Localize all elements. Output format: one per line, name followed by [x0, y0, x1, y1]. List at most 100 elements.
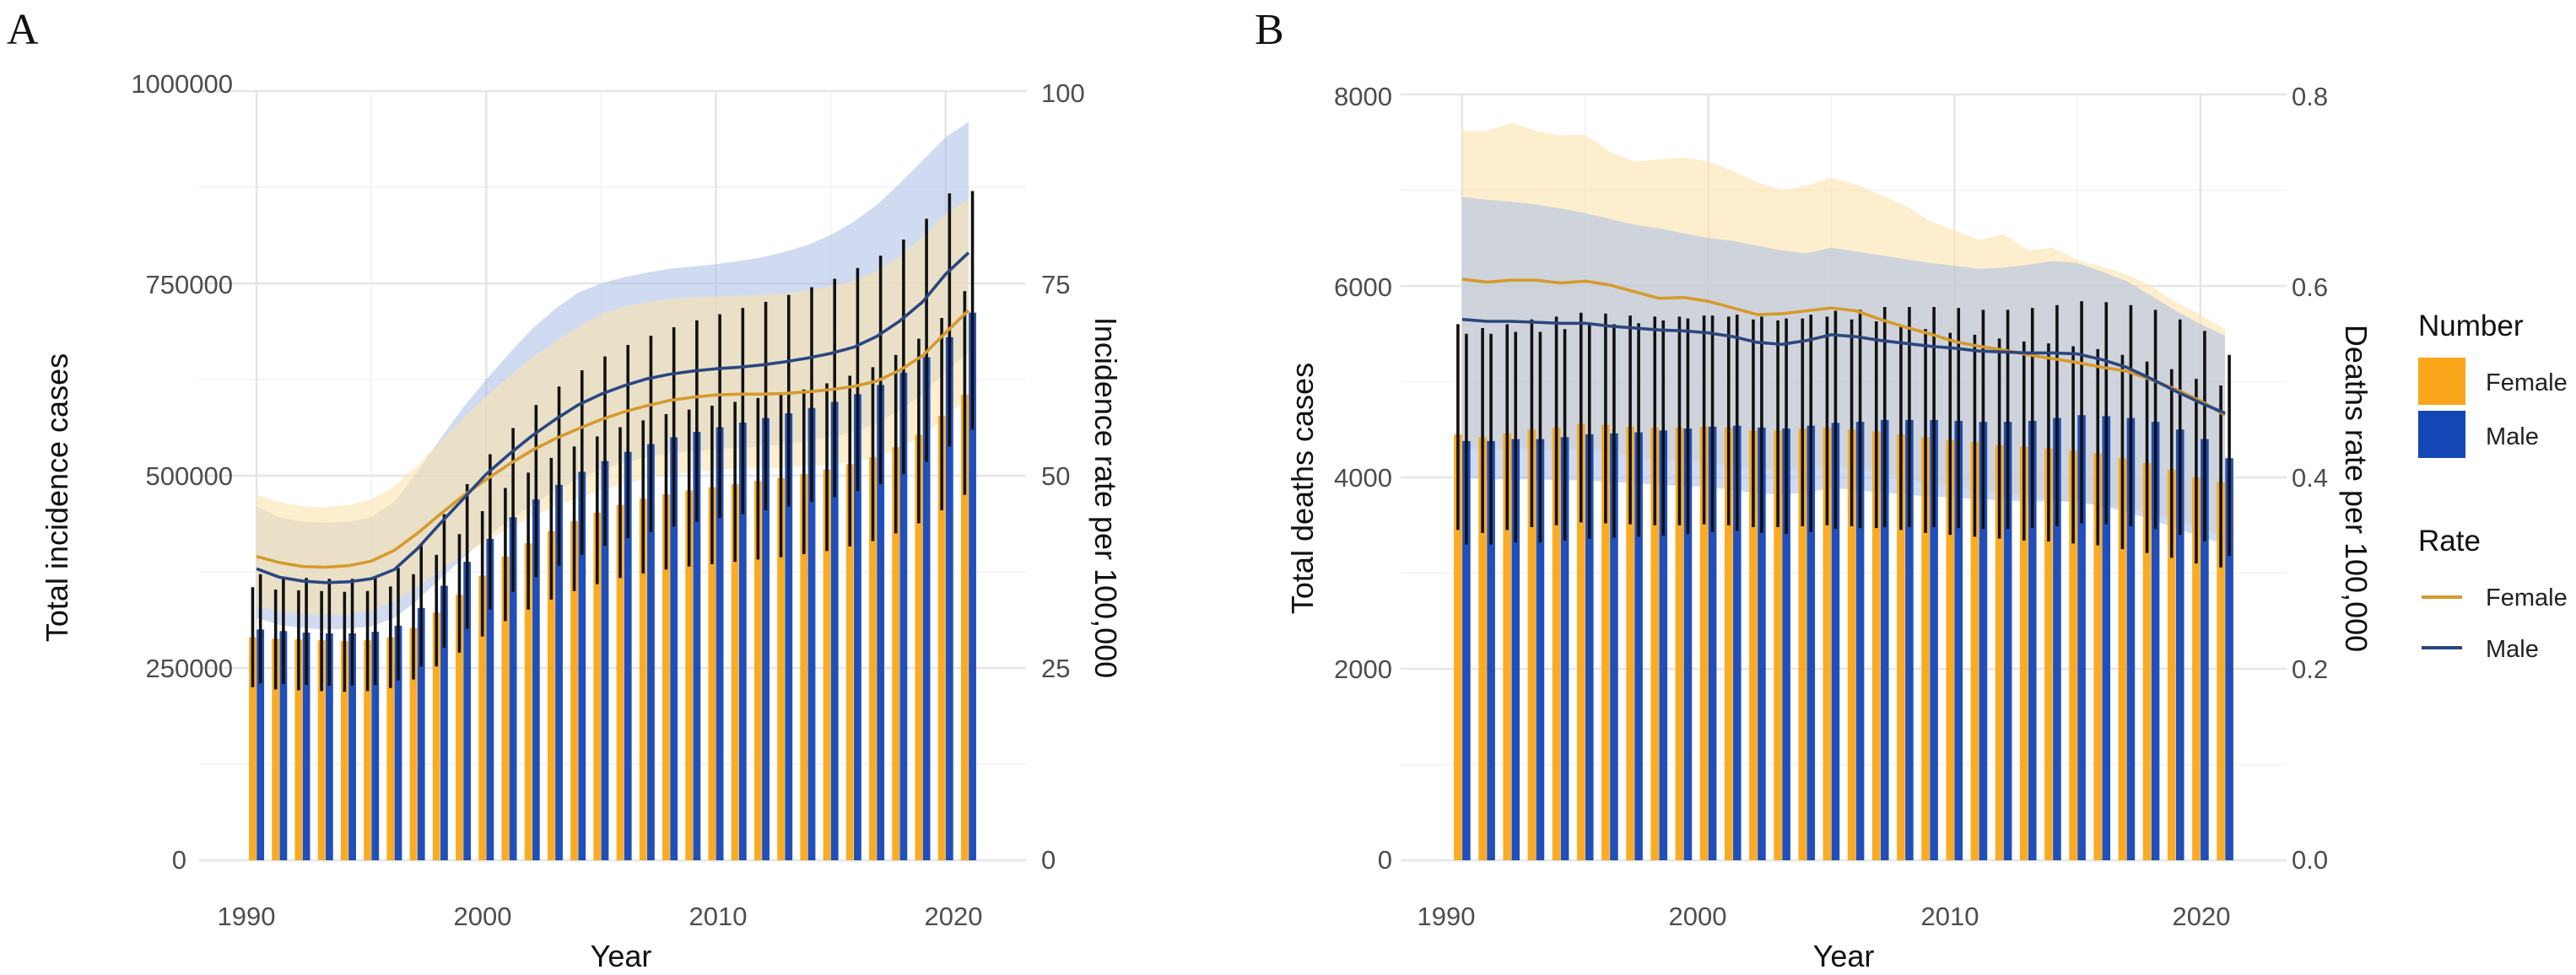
bar-male	[830, 401, 839, 860]
bar-male	[945, 337, 953, 861]
panel-b: B 8000 6000 4000 2000 0 0.8 0.6 0.4 0.2 …	[1255, 6, 2373, 973]
bar-female	[2093, 453, 2103, 860]
bar-female	[708, 487, 716, 860]
bar-female	[364, 640, 371, 860]
bar-female	[570, 520, 578, 860]
bar-female	[593, 512, 602, 860]
bar-female	[1478, 437, 1487, 860]
bar-male	[1855, 422, 1865, 860]
bar-male	[440, 585, 448, 860]
y-tick-label: 750000	[146, 270, 233, 299]
bar-male	[1585, 434, 1594, 860]
bar-male	[854, 394, 861, 860]
bar-male	[738, 423, 747, 860]
legend-key-male-bar	[2418, 411, 2465, 458]
bar-male	[762, 417, 770, 861]
bar-male	[1487, 440, 1495, 860]
y-right-tick-label: 100	[1041, 78, 1085, 108]
y-tick-label: 6000	[1334, 272, 1392, 302]
bar-female	[823, 469, 831, 860]
bar-female	[616, 504, 624, 860]
bar-male	[670, 437, 678, 860]
y-tick-label: 500000	[146, 461, 233, 491]
panel-a-rate-lines	[256, 251, 970, 584]
bar-female	[2044, 448, 2053, 860]
bar-male	[1511, 439, 1520, 860]
x-axis-title: Year	[591, 939, 652, 973]
y-axis-title: Total incidence cases	[40, 353, 74, 642]
panel-a-ribbons	[257, 121, 969, 630]
y-right-tick-label: 25	[1041, 654, 1070, 683]
bar-female	[386, 637, 395, 860]
bar-male	[647, 444, 655, 860]
bar-male	[1683, 428, 1693, 860]
x-tick-label: 2010	[1921, 902, 1979, 931]
panel-b-ribbons	[1461, 123, 2226, 545]
bar-female	[937, 415, 946, 860]
bar-female	[1774, 430, 1782, 860]
bar-female	[1946, 439, 1955, 860]
bar-male	[1560, 437, 1569, 860]
bar-female	[1897, 434, 1905, 860]
female-rate-line	[256, 309, 970, 569]
bar-female	[1503, 433, 1512, 860]
x-tick-label: 2010	[689, 902, 748, 931]
bar-male	[2175, 429, 2184, 860]
male-rate-line	[256, 251, 970, 584]
bar-male	[2028, 421, 2037, 860]
bar-female	[869, 457, 877, 860]
panel-a-errorbars	[251, 191, 975, 692]
x-tick-label: 1990	[218, 902, 276, 931]
bar-female	[1724, 427, 1733, 861]
y-axis-right-title: Deaths rate per 100,000	[2339, 325, 2373, 652]
bar-female	[892, 447, 900, 860]
male-rate-line	[1461, 317, 2226, 415]
legend-label-male: Male	[2486, 423, 2539, 450]
y-right-tick-label: 0.2	[2292, 654, 2328, 684]
y-tick-label: 0	[1378, 845, 1392, 875]
bar-male	[1732, 425, 1742, 861]
legend: Number Female Male Rate Female Male	[2418, 310, 2568, 663]
panel-a: A 1000000 750000 500000 250000 0 100 75 …	[7, 6, 1123, 973]
panel-b-rate-lines	[1461, 277, 2226, 417]
y-axis-title: Total deaths cases	[1285, 363, 1320, 614]
panel-b-bars	[1454, 415, 2233, 861]
bar-female	[2118, 458, 2127, 860]
x-tick-label: 2000	[454, 902, 512, 931]
bar-female	[639, 498, 647, 860]
bar-male	[1462, 440, 1471, 860]
y-right-tick-label: 0.0	[2292, 845, 2328, 875]
bar-male	[1782, 428, 1790, 860]
bar-male	[899, 372, 908, 860]
bar-male	[555, 484, 563, 860]
panel-a-bars	[249, 312, 976, 861]
bar-male	[807, 407, 816, 860]
y-right-tick-label: 0	[1041, 845, 1056, 875]
bar-male	[2151, 422, 2160, 860]
bar-male	[257, 629, 265, 860]
bar-female	[1823, 427, 1832, 861]
bar-male	[1536, 439, 1545, 860]
bar-male	[348, 633, 356, 860]
y-right-tick-label: 0.4	[2292, 463, 2328, 493]
x-tick-label: 2020	[2173, 902, 2231, 931]
bar-male	[601, 461, 609, 860]
bar-male	[1806, 425, 1816, 861]
bar-male	[2003, 422, 2012, 860]
bar-male	[463, 562, 472, 860]
y-tick-label: 0	[172, 845, 186, 875]
bar-male	[302, 633, 311, 860]
bar-female	[731, 484, 739, 860]
bar-female	[409, 628, 418, 860]
bar-male	[394, 625, 402, 860]
y-tick-label: 8000	[1334, 82, 1392, 111]
y-tick-label: 250000	[146, 654, 233, 683]
panel-letter-b: B	[1255, 6, 1284, 54]
bar-female	[1601, 424, 1610, 860]
bar-female	[340, 641, 348, 860]
y-right-tick-label: 0.6	[2292, 272, 2328, 302]
bar-female	[1749, 430, 1758, 860]
bar-male	[693, 432, 701, 860]
bar-female	[1995, 444, 2004, 860]
bar-male	[1708, 426, 1717, 861]
